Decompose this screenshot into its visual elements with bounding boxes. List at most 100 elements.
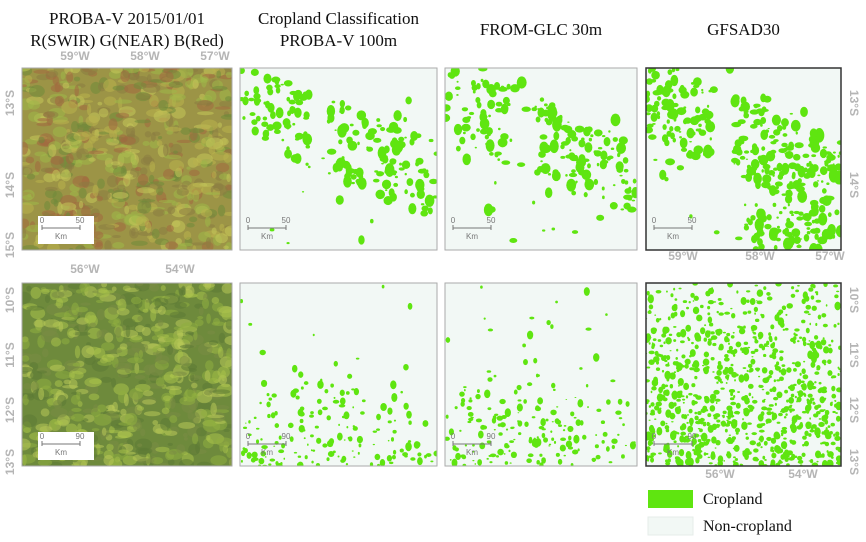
cropland-patch (778, 412, 783, 417)
cropland-patch (240, 299, 244, 304)
cropland-patch (297, 455, 302, 458)
cropland-patch (731, 437, 735, 443)
cropland-patch (681, 354, 686, 359)
cropland-patch (690, 292, 695, 298)
texture (190, 372, 195, 381)
cropland-patch (262, 116, 268, 121)
cropland-patch (701, 88, 704, 92)
cropland-patch (497, 158, 501, 161)
texture (205, 237, 211, 249)
cropland-patch (696, 314, 703, 322)
cropland-patch (719, 381, 724, 384)
column-title: Cropland Classification (258, 9, 420, 28)
cropland-patch (758, 343, 764, 349)
cropland-patch (819, 148, 828, 159)
texture (104, 332, 114, 343)
cropland-patch (822, 146, 827, 149)
cropland-patch (665, 337, 672, 345)
cropland-patch (648, 134, 657, 140)
cropland-patch (764, 166, 770, 175)
cropland-patch (251, 451, 258, 459)
cropland-patch (337, 455, 340, 458)
cropland-patch (760, 411, 765, 417)
texture (124, 412, 138, 426)
texture (115, 112, 130, 119)
texture (52, 190, 63, 203)
cropland-patch (827, 451, 834, 458)
cropland-patch (712, 413, 719, 418)
cropland-patch (831, 385, 836, 392)
cropland-patch (676, 369, 680, 373)
cropland-patch (695, 128, 701, 132)
cropland-patch (766, 292, 771, 296)
lat-label: 13°S (3, 449, 17, 475)
texture (211, 297, 220, 304)
cropland-patch (454, 406, 458, 410)
cropland-patch (709, 137, 712, 141)
cropland-patch (417, 457, 423, 466)
column-title: FROM-GLC 30m (480, 20, 602, 39)
texture (115, 326, 122, 338)
texture (101, 342, 115, 351)
cropland-patch (775, 237, 781, 242)
cropland-patch (750, 124, 758, 129)
cropland-patch (701, 91, 704, 94)
cropland-patch (707, 316, 713, 324)
texture (173, 150, 178, 154)
cropland-patch (292, 122, 296, 126)
texture (151, 457, 164, 465)
cropland-patch (387, 420, 392, 424)
cropland-patch (650, 457, 655, 463)
cropland-patch (801, 452, 806, 458)
cropland-patch (778, 369, 783, 373)
cropland-patch (568, 172, 578, 178)
cropland-patch (372, 443, 376, 446)
cropland-patch (361, 399, 366, 403)
cropland-patch (763, 440, 768, 446)
cropland-patch (455, 452, 461, 461)
cropland-patch (809, 399, 813, 404)
cropland-patch (278, 449, 285, 454)
cropland-patch (555, 300, 558, 304)
cropland-patch (830, 422, 835, 427)
cropland-patch (493, 374, 497, 378)
texture (117, 184, 126, 190)
cropland-patch (775, 132, 780, 136)
texture (215, 233, 228, 244)
cropland-patch (802, 153, 810, 158)
lon-label: 59°W (668, 249, 698, 263)
cropland-patch (828, 435, 832, 438)
panel-border (21, 67, 233, 251)
cropland-patch (351, 388, 355, 391)
cropland-patch (754, 312, 756, 315)
texture (217, 204, 226, 217)
cropland-patch (702, 358, 710, 366)
cropland-patch (724, 423, 731, 427)
texture (103, 79, 117, 93)
texture (166, 130, 174, 135)
cropland-patch (835, 415, 841, 422)
cropland-patch (691, 341, 694, 345)
cropland-patch (728, 388, 736, 393)
cropland-patch (741, 348, 747, 351)
cropland-patch (767, 127, 770, 130)
cropland-patch (483, 317, 486, 320)
texture (197, 316, 204, 320)
texture (192, 245, 197, 250)
cropland-patch (662, 85, 671, 98)
cropland-patch (565, 440, 573, 448)
cropland-patch (332, 450, 336, 454)
scale-label: 90 (487, 432, 496, 441)
cropland-patch (289, 90, 298, 96)
texture (72, 362, 81, 367)
cropland-patch (479, 111, 488, 123)
cropland-patch (594, 444, 599, 449)
cropland-patch (797, 284, 800, 287)
cropland-patch (685, 324, 692, 332)
texture (171, 220, 186, 233)
cropland-patch (682, 119, 688, 125)
cropland-patch (830, 339, 834, 343)
cropland-patch (801, 319, 806, 324)
cropland-patch (733, 348, 738, 354)
cropland-patch (766, 214, 772, 221)
